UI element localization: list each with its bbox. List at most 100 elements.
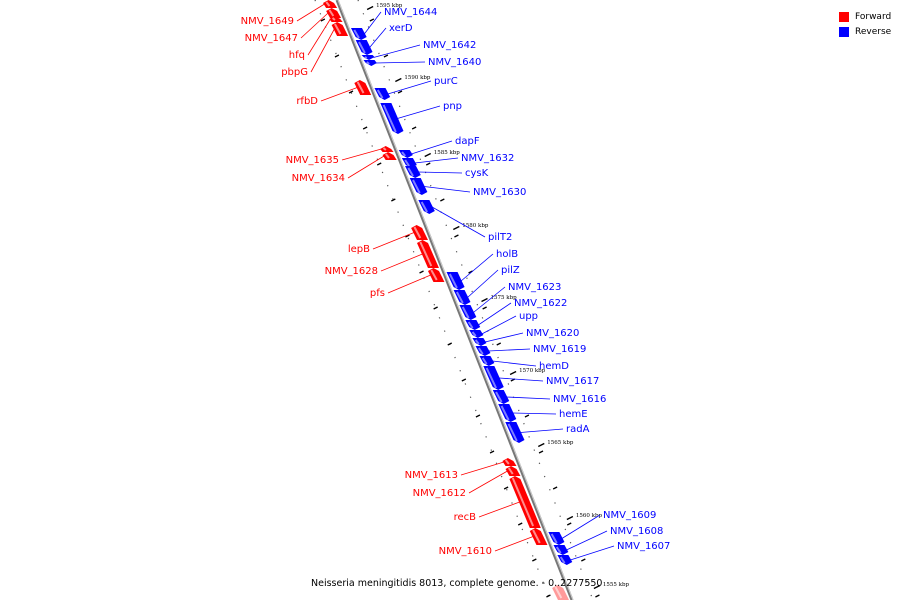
gene-leader-line [460,253,494,282]
gene-label: NMV_1612 [413,488,466,499]
minor-tick [489,450,495,454]
legend-reverse: Reverse [839,24,891,39]
gene-leader-line [363,11,382,35]
gene-highlight [356,81,365,94]
gene-highlight [461,306,470,319]
gene-highlight [401,151,406,157]
gene-label: cysK [465,168,489,179]
gene-leader-line [307,18,331,56]
gene-label: NMV_1644 [384,7,437,18]
minor-tick [581,558,586,562]
minor-tick [546,594,551,598]
minor-tick [447,342,453,346]
minor-tick [538,450,544,454]
gene-highlight [325,1,331,7]
gene-label: NMV_1609 [603,510,656,521]
minor-tick [405,234,410,238]
gene-label: NMV_1635 [286,155,339,166]
minor-tick [320,18,326,22]
gene-highlight [420,201,428,213]
gene-highlight [353,29,360,39]
gene-block [329,16,343,22]
gene-block [361,55,375,60]
gene-highlight [419,241,433,267]
minor-tick [475,414,481,418]
minor-tick [454,234,459,238]
gene-highlight [328,9,335,17]
tick-label: 1560 kbp [576,513,603,519]
minor-tick [419,270,424,274]
kbp-ticks: 1595 kbp 1590 kbp 1585 kbp 1580 kbp 1575 kbp… [320,3,630,598]
forward-swatch [839,11,849,22]
minor-tick [433,306,438,310]
minor-tick [552,486,558,490]
gene-highlight [331,17,336,21]
gene-label: NMV_1613 [405,470,458,481]
gene-block [326,8,342,18]
gene-block [398,150,413,158]
gene-label: NMV_1608 [610,526,663,537]
minor-tick [348,90,354,94]
gene-label: upp [519,311,538,322]
gene-label: NMV_1647 [245,33,298,44]
gene-highlight [554,586,563,599]
gene-block [553,545,569,555]
gene-highlight [376,89,384,99]
tick-mark [424,152,432,158]
tick-label: 1590 kbp [404,75,431,81]
gene-highlight [364,56,368,59]
legend: Forward Reverse [839,9,891,39]
minor-tick [376,162,382,166]
minor-tick [524,414,530,418]
tick-mark [537,442,545,448]
gene-block [469,330,484,338]
gene-leader-line [373,44,421,58]
gene-leader-line [397,105,441,119]
gene-leader-line [506,396,551,400]
genome-caption: Neisseria meningitidis 8013, complete ge… [311,578,603,589]
minor-tick [532,558,537,562]
tick-mark [481,297,488,303]
gene-highlight [448,273,458,289]
tick-label: 1565 kbp [547,440,574,446]
tick-mark [452,225,460,231]
gene-block [465,320,481,330]
gene-leader-line [387,80,432,95]
gene-leader-line [467,269,499,298]
gene-leader-line [296,3,325,22]
minor-tick [440,198,445,202]
gene-highlight [550,533,558,544]
gene-label: recB [454,512,477,523]
reverse-swatch [839,26,849,37]
gene-leader-line [411,140,453,155]
gene-highlight [404,159,410,167]
minor-tick [566,522,572,526]
gene-label: radA [566,424,590,435]
gene-block [479,356,495,366]
tick-mark [566,515,574,521]
gene-leader-line [418,171,463,174]
gene-label: xerD [389,23,413,34]
gene-highlight [511,477,535,527]
gene-leader-line [372,232,415,250]
gene-leader-line [570,545,615,561]
gene-highlight [481,357,488,365]
gene-highlight [500,405,510,421]
gene-leader-line [488,348,531,352]
minor-tick [362,126,368,130]
gene-highlight [366,61,370,65]
gene-highlight [485,367,497,389]
gene-highlight [382,104,397,133]
gene-leader-line [320,87,358,102]
gene-leader-line [492,360,537,367]
minor-tick [595,594,600,598]
minor-tick [496,342,502,346]
gene-label: NMV_1622 [514,298,567,309]
minor-tick [461,378,467,382]
gene-block [472,338,487,346]
gene-block [363,60,377,66]
gene-block [505,466,521,476]
tick-label: 1580 kbp [462,223,489,229]
gene-label: NMV_1628 [325,266,378,277]
